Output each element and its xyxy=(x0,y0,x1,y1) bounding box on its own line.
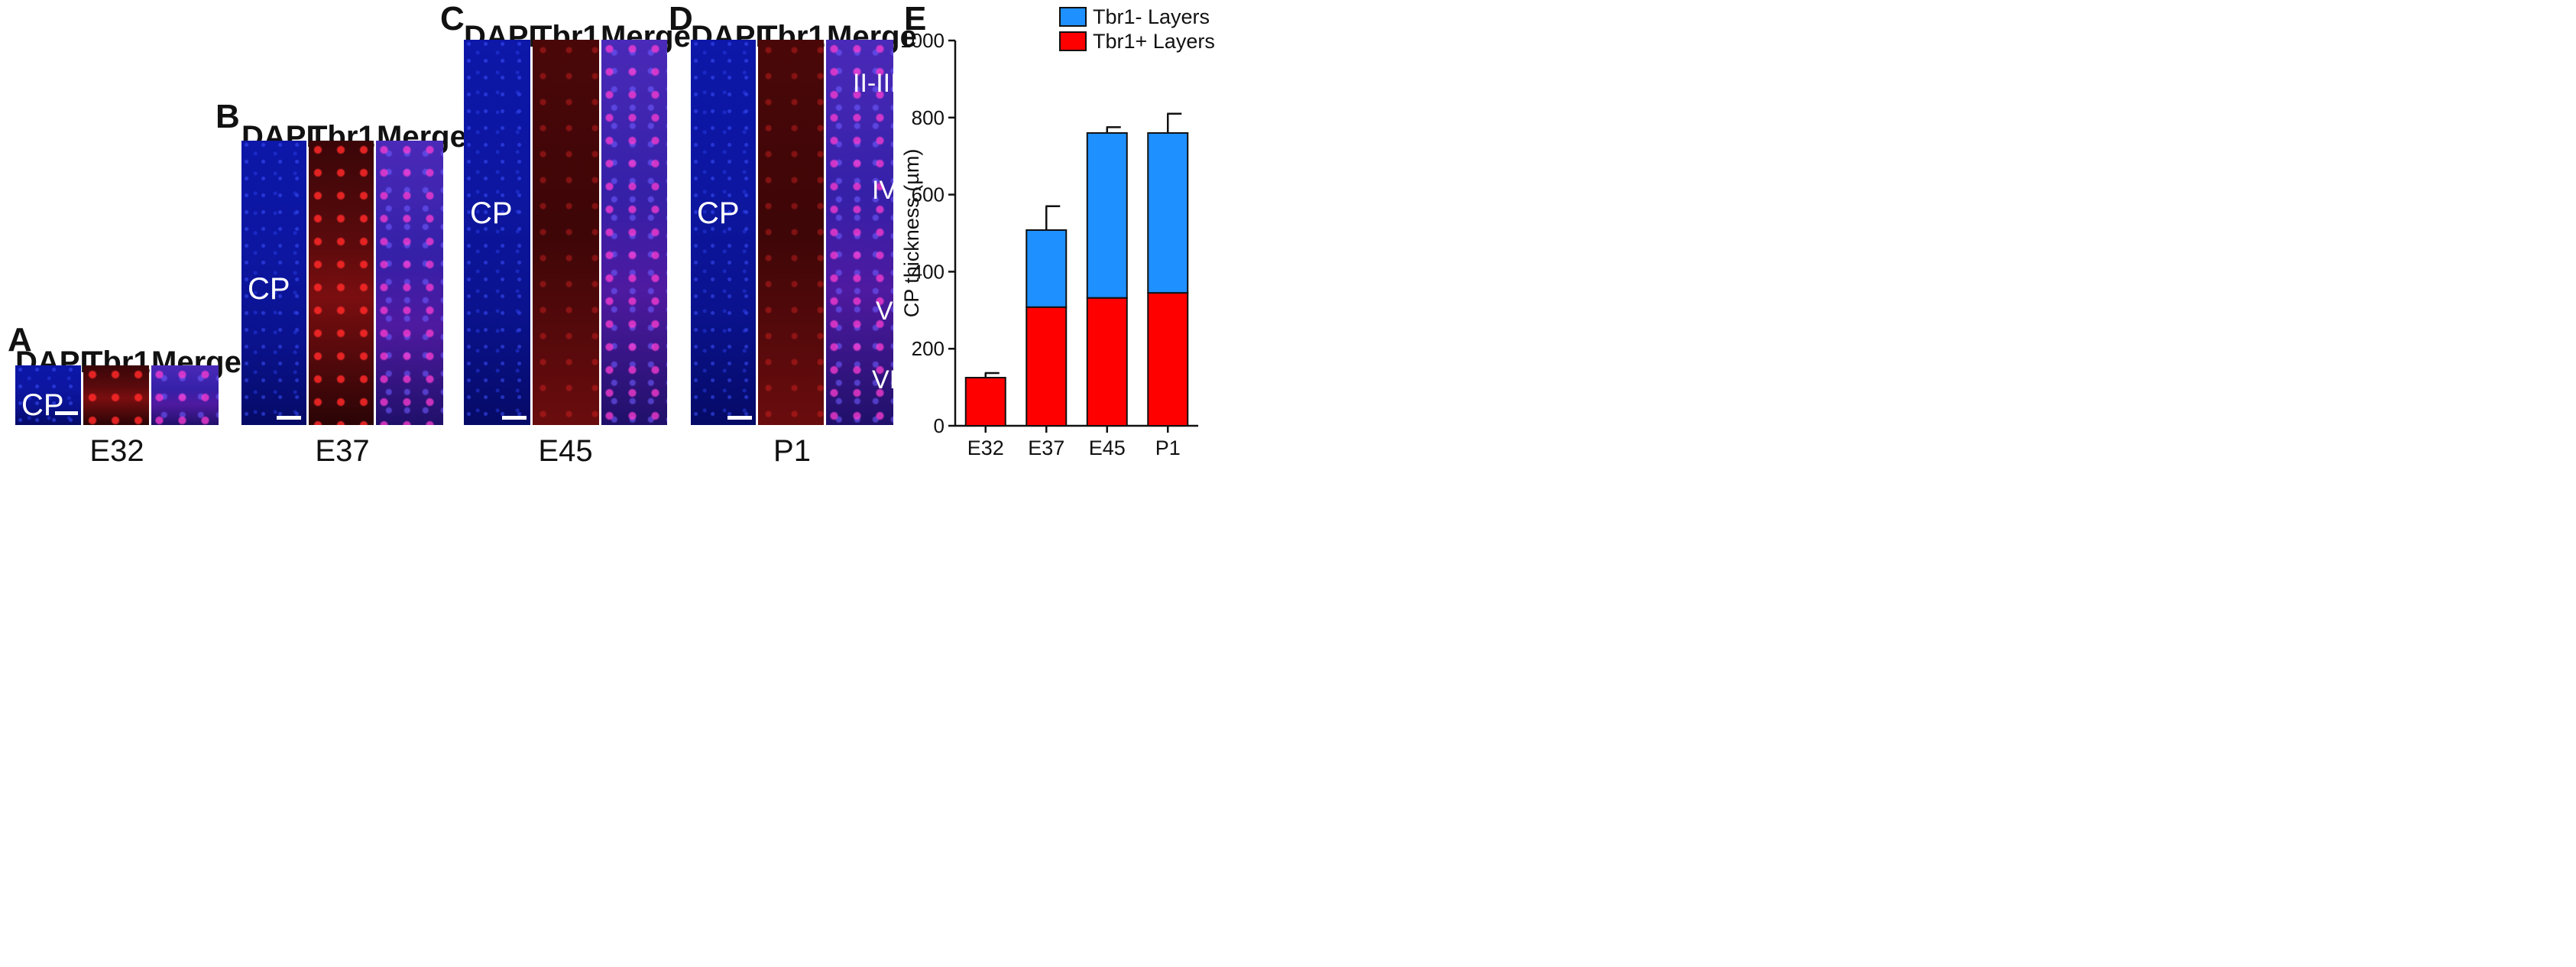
panel-letter-e: E xyxy=(904,0,927,37)
panel-letter-d: D xyxy=(669,0,693,37)
x-tick-label-E32: E32 xyxy=(967,436,1004,459)
x-tick-label-P1: P1 xyxy=(1155,436,1181,459)
panel-a-tbr1-image xyxy=(83,365,149,425)
panel-d-layer-label-4: IV xyxy=(872,176,893,205)
panel-d-layer-label-2-3: II-III xyxy=(853,69,893,98)
panel-a-dapi-image: CP xyxy=(15,365,81,425)
panel-b-scalebar xyxy=(277,416,301,420)
panel-a-cp-label: CP xyxy=(21,388,64,422)
x-tick-label-E45: E45 xyxy=(1089,436,1126,459)
panel-d-tbr1-image xyxy=(758,40,824,425)
panel-d-layer-label-6: VI xyxy=(872,365,893,394)
panel-letter-b: B xyxy=(215,98,240,135)
legend-swatch-1 xyxy=(1059,31,1087,51)
y-tick-label-600: 600 xyxy=(912,183,945,206)
panel-b-cp-label: CP xyxy=(248,272,290,306)
panel-letter-a: A xyxy=(8,321,32,359)
panel-c-age-label: E45 xyxy=(538,434,593,468)
x-tick-label-E37: E37 xyxy=(1028,436,1064,459)
cp-thickness-chart: 0 200 400 600 800 1000 CP thickness (µm) E32 E37… xyxy=(902,5,1215,459)
y-tick-label-400: 400 xyxy=(912,260,945,283)
legend-label-1: Tbr1+ Layers xyxy=(1093,30,1215,53)
y-axis-label: CP thickness (µm) xyxy=(902,149,923,318)
panel-d-layer-label-5: V xyxy=(876,297,893,326)
panel-c-tbr1-image xyxy=(533,40,599,425)
panel-a-age-label: E32 xyxy=(89,434,144,468)
panel-a-scalebar xyxy=(55,411,78,415)
panel-c-cp-label: CP xyxy=(470,196,513,230)
panel-c-dapi-image: CP xyxy=(464,40,530,425)
bar-P1-1 xyxy=(1147,131,1189,294)
legend-label-0: Tbr1- Layers xyxy=(1093,5,1210,28)
panel-d-merge-image: II-III IV V VI xyxy=(826,40,893,425)
bar-P1-0 xyxy=(1147,292,1189,427)
panel-b-age-label: E37 xyxy=(315,434,370,468)
panel-b-dapi-image: CP xyxy=(241,141,306,425)
bar-E45-0 xyxy=(1086,297,1128,427)
panel-a-merge-image xyxy=(151,365,219,425)
bar-E32-0 xyxy=(964,377,1006,427)
panel-d-dapi-image: CP xyxy=(691,40,756,425)
panel-c-scalebar xyxy=(502,416,527,420)
bar-E37-0 xyxy=(1026,306,1068,427)
y-tick-label-200: 200 xyxy=(912,337,945,360)
bar-E45-1 xyxy=(1086,131,1128,299)
bar-E37-1 xyxy=(1026,229,1068,308)
panel-c-merge-image xyxy=(601,40,667,425)
panel-letter-c: C xyxy=(440,0,465,37)
panel-b-merge-image xyxy=(376,141,443,425)
y-tick-label-800: 800 xyxy=(912,106,945,129)
panel-d-age-label: P1 xyxy=(773,434,811,468)
legend-swatch-0 xyxy=(1059,7,1087,27)
panel-d-cp-label: CP xyxy=(697,196,740,230)
y-tick-label-1000: 1000 xyxy=(902,29,945,52)
panel-b-tbr1-image xyxy=(309,141,374,425)
y-tick-label-0: 0 xyxy=(934,414,945,437)
panel-d-scalebar xyxy=(727,416,752,420)
